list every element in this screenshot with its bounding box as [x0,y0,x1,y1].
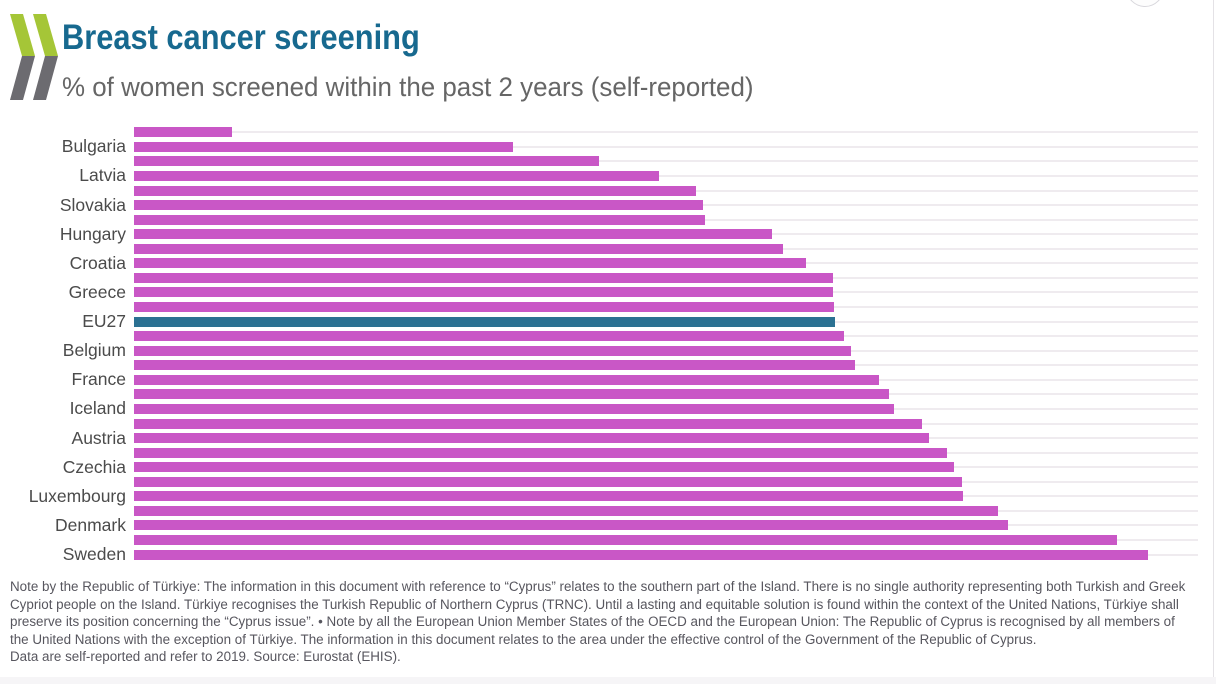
bottom-edge-strip [0,677,1216,684]
bar [134,535,1118,546]
country-label: EU27 [82,311,126,332]
bar-row [0,125,1198,140]
bar-track-line [134,174,1198,177]
bar-row: Slovakia [0,194,1198,215]
country-label: Sweden [62,544,126,565]
bar-track-line [134,131,1198,134]
bar [134,287,834,298]
bar [134,462,955,473]
bar-row [0,183,1198,198]
bar-row [0,300,1198,315]
bar-track-line [134,160,1198,163]
bar-row [0,475,1198,490]
bar-row: Iceland [0,398,1198,419]
country-label: Greece [68,281,126,302]
country-label: Slovakia [59,194,126,215]
country-label: Latvia [79,165,126,186]
bar-row: Latvia [0,165,1198,186]
bar-row: Bulgaria [0,136,1198,157]
country-label: Denmark [55,514,126,535]
bar-eu27-highlight [134,316,836,327]
page-title: Breast cancer screening [62,18,420,57]
bar-row: Hungary [0,223,1198,244]
bar [134,170,659,181]
source-note: Data are self-reported and refer to 2019… [10,649,401,665]
bar-row [0,533,1198,548]
bar [134,345,852,356]
bar [134,331,844,342]
bar [134,491,963,502]
bar [134,214,706,225]
bar [134,433,929,444]
bar-row: Sweden [0,544,1198,565]
bar [134,520,1008,531]
bar-chart: Bulgaria Latvia Slovakia Hungary Croatia Gree… [0,125,1198,565]
country-label: France [71,369,126,390]
right-edge-divider [1213,0,1214,684]
bar-row [0,242,1198,257]
bar-row [0,358,1198,373]
bar [134,374,879,385]
bar [134,272,834,283]
bar-row: Croatia [0,252,1198,273]
bar-row [0,154,1198,169]
bar [134,243,784,254]
country-label: Belgium [62,340,126,361]
bar [134,156,599,167]
bar-row: EU27 [0,311,1198,332]
country-label: Bulgaria [61,136,126,157]
bar [134,185,696,196]
bar [134,403,894,414]
bar-row: Austria [0,427,1198,448]
bar-row [0,329,1198,344]
bar-row: Belgium [0,340,1198,361]
bar [134,447,947,458]
bar-row: Czechia [0,456,1198,477]
bar-row [0,387,1198,402]
bar-row [0,212,1198,227]
bar-row: France [0,369,1198,390]
country-label: Czechia [62,456,126,477]
country-label: Croatia [69,252,126,273]
country-label: Austria [71,427,126,448]
bar [134,389,890,400]
bar [134,505,998,516]
bar [134,302,835,313]
oecd-chevron-icon [10,14,58,100]
bar [134,418,923,429]
oecd-chevron-logo [10,14,58,100]
bar-row [0,504,1198,519]
cyprus-turkiye-note: Note by the Republic of Türkiye: The inf… [10,579,1186,647]
bar [134,141,513,152]
country-label: Iceland [69,398,126,419]
cutoff-circle-button [1126,0,1164,7]
bar-row [0,416,1198,431]
bar [134,360,856,371]
bar [134,258,807,269]
country-label: Luxembourg [28,485,126,506]
bar [134,200,704,211]
bar-row: Greece [0,281,1198,302]
bar [134,229,773,240]
footnote-area: Note by the Republic of Türkiye: The inf… [10,578,1196,666]
country-label: Hungary [59,223,126,244]
chart-subtitle: % of women screened within the past 2 ye… [62,72,754,102]
bar [134,476,962,487]
bar [134,127,232,138]
bar-row: Luxembourg [0,485,1198,506]
bar-track-line [134,145,1198,148]
bar-row [0,271,1198,286]
bar-row: Denmark [0,514,1198,535]
bar [134,549,1148,560]
bar-row [0,445,1198,460]
